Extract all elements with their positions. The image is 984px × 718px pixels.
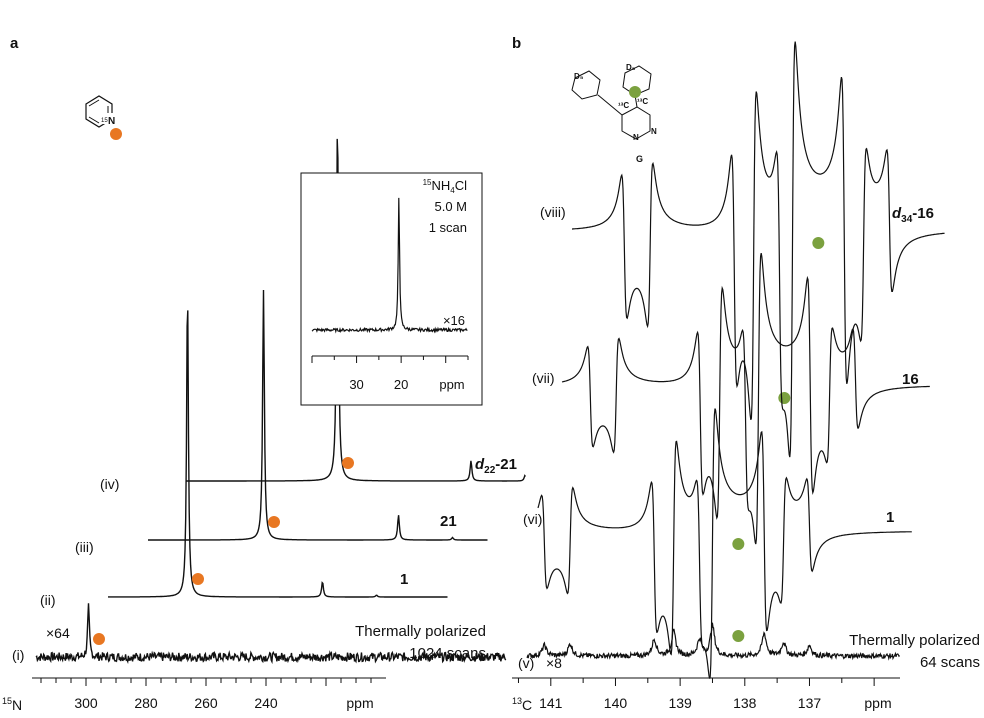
panel-a-plot: 300 280 260 240 15N ppm (i) ×64 Thermally polari… <box>2 138 527 713</box>
c13-label-left: ¹³C <box>618 101 629 110</box>
trace-b-roman-label: (vii) <box>532 370 555 386</box>
trace-a-name: d22-21 <box>475 456 517 476</box>
axis-a-tick-label: 280 <box>134 695 158 711</box>
trace-a-marker-dot <box>93 633 105 645</box>
inset-tick-label: 30 <box>349 377 363 392</box>
trace-b-marker-dot <box>812 237 825 249</box>
trace-a-note: Thermally polarized <box>355 623 486 640</box>
pyridazine-marker-dot <box>629 86 641 98</box>
axis-b-tick-label: 137 <box>798 695 822 711</box>
trace-a-scale: ×64 <box>46 625 70 641</box>
axis-b-nucleus-label: 13C <box>512 696 532 713</box>
trace-b-name: 1 <box>886 509 894 526</box>
trace-b-roman-label: (vi) <box>523 511 542 527</box>
trace-b-roman-label: (viii) <box>540 204 566 220</box>
structure-label-b: G <box>636 154 643 164</box>
trace-a-3 <box>148 289 488 541</box>
axis-a-tick-label: 240 <box>254 695 278 711</box>
axis-a-tick-label: 260 <box>194 695 218 711</box>
pyridine-marker-dot <box>110 128 122 140</box>
trace-b-marker-dot <box>732 538 745 550</box>
n-label-2: N <box>651 127 657 136</box>
pyridine-structure: 15 N <box>85 95 122 140</box>
d5-label-right: D₅ <box>626 63 636 72</box>
inset-tick-label: 20 <box>394 377 408 392</box>
inset-scans: 1 scan <box>429 220 467 235</box>
axis-b-tick-label: 140 <box>604 695 628 711</box>
trace-a-4 <box>186 138 527 482</box>
trace-a-roman-label: (i) <box>12 647 24 663</box>
c13-label-right: ¹³C <box>637 97 648 106</box>
inset-label: 15NH4Cl <box>423 178 468 195</box>
trace-a-roman-label: (iv) <box>100 476 119 492</box>
panel-a-label: a <box>10 35 19 52</box>
trace-a-marker-dot <box>192 573 204 585</box>
trace-b-scale: ×8 <box>546 655 562 671</box>
trace-a-marker-dot <box>268 516 280 528</box>
pyridazine-structure: D₅ D₅ ¹³C ¹³C N N G <box>571 63 657 164</box>
trace-a-2 <box>108 310 448 598</box>
trace-a-note: 1024 scans <box>409 645 486 662</box>
inset-xlabel: ppm <box>439 377 464 392</box>
inset-panel: 15NH4Cl 5.0 M 1 scan ×16 ppm 30 20 <box>300 172 483 406</box>
trace-b-name: 16 <box>902 371 919 388</box>
axis-b-xlabel: ppm <box>864 695 891 711</box>
axis-b-tick-label: 138 <box>733 695 757 711</box>
trace-a-name: 1 <box>400 571 408 588</box>
trace-a-1 <box>35 603 507 665</box>
trace-a-name: 21 <box>440 513 457 530</box>
trace-b-name: d34-16 <box>892 205 934 225</box>
trace-a-marker-dot <box>342 457 354 469</box>
trace-b-3 <box>561 252 930 545</box>
trace-b-marker-dot <box>732 630 745 642</box>
trace-b-2 <box>537 408 912 679</box>
inset-frame <box>300 172 483 406</box>
trace-a-roman-label: (iii) <box>75 539 94 555</box>
trace-b-roman-label: (v) <box>518 655 534 671</box>
trace-b-note: Thermally polarized <box>849 632 980 649</box>
n-label-1: N <box>633 133 639 142</box>
d5-label-left: D₅ <box>574 72 584 81</box>
axis-b-tick-label: 139 <box>668 695 692 711</box>
axis-b-tick-label: 141 <box>539 695 563 711</box>
inset-scale: ×16 <box>443 313 465 328</box>
trace-a-roman-label: (ii) <box>40 592 56 608</box>
axis-a-tick-label: 300 <box>74 695 98 711</box>
panel-b-plot: 141 140 139 138 137 13C ppm (v) ×8 Thermally pola… <box>512 41 980 713</box>
axis-a-nucleus-label: 15N <box>2 696 22 713</box>
trace-b-1 <box>526 622 901 661</box>
trace-b-marker-dot <box>778 392 791 404</box>
panel-b-label: b <box>512 35 521 52</box>
inset-concentration: 5.0 M <box>434 199 467 214</box>
structure-label-a-symbol: N <box>108 116 115 127</box>
inset-trace <box>311 197 468 334</box>
trace-b-note: 64 scans <box>920 654 980 671</box>
axis-a-xlabel: ppm <box>346 695 373 711</box>
structure-label-a: 15 <box>101 118 108 124</box>
trace-b-4 <box>572 41 945 458</box>
